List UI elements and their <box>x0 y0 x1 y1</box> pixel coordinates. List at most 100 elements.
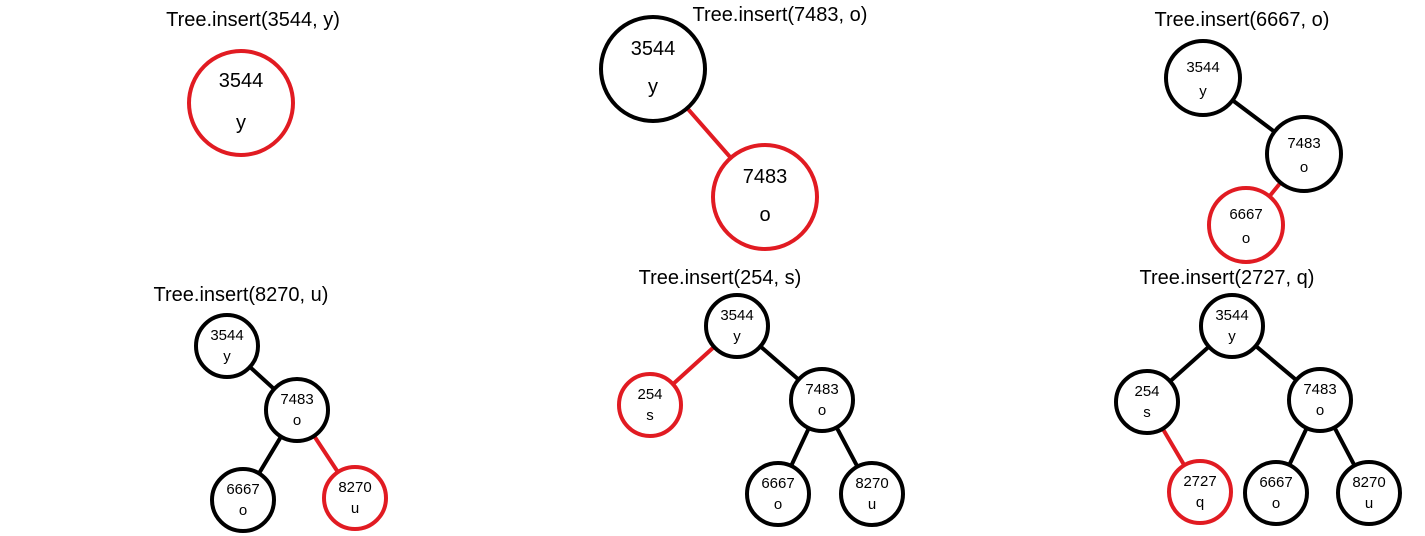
node-value: o <box>818 402 826 419</box>
panel-insert-254: Tree.insert(254, s) 3544 y 254 s 7483 o 6667 o 8… <box>617 267 905 527</box>
node-key: 3544 <box>631 38 676 60</box>
node-value: o <box>293 412 301 429</box>
node-circle-red <box>1207 186 1285 264</box>
panel-title: Tree.insert(254, s) <box>639 267 802 289</box>
edge-7483-8270 <box>834 425 860 469</box>
node-value: o <box>239 502 247 519</box>
node-circle-black <box>1199 293 1265 359</box>
node-circle-black <box>264 377 330 443</box>
edge-3544-7483 <box>1253 343 1299 383</box>
node-value: y <box>223 348 231 365</box>
node-value: y <box>733 328 741 345</box>
node-value: y <box>648 76 658 98</box>
node-key: 7483 <box>805 381 838 398</box>
node-value: s <box>646 407 654 424</box>
node-value: o <box>1300 159 1308 176</box>
node-key: 2727 <box>1183 473 1216 490</box>
node-key: 6667 <box>1259 474 1292 491</box>
node-key: 8270 <box>1352 474 1385 491</box>
tree-node-7483: 7483 o <box>264 377 330 443</box>
node-key: 8270 <box>338 479 371 496</box>
panel-title: Tree.insert(6667, o) <box>1155 9 1330 31</box>
panel-insert-8270: Tree.insert(8270, u) 3544 y 7483 o 6667 o 8270… <box>154 284 388 533</box>
node-value: y <box>1228 328 1236 345</box>
panel-title: Tree.insert(3544, y) <box>166 9 340 31</box>
panel-title: Tree.insert(8270, u) <box>154 284 329 306</box>
node-value: y <box>1199 83 1207 100</box>
node-value: o <box>759 204 770 226</box>
tree-node-8270: 8270 u <box>1336 460 1402 526</box>
tree-node-7483: 7483 o <box>711 143 819 251</box>
node-value: o <box>1272 495 1280 512</box>
node-circle-black <box>704 293 770 359</box>
node-circle-black <box>789 367 855 433</box>
edge-3544-7483 <box>1230 98 1277 134</box>
node-value: u <box>1365 495 1373 512</box>
node-key: 8270 <box>855 475 888 492</box>
panel-insert-2727: Tree.insert(2727, q) 3544 y 254 s 2727 q 7483 o… <box>1114 267 1402 526</box>
tree-node-7483: 7483 o <box>1265 115 1343 193</box>
node-value: u <box>351 500 359 517</box>
tree-node-3544: 3544 y <box>187 49 295 157</box>
tree-node-3544: 3544 y <box>1199 293 1265 359</box>
tree-node-3544: 3544 y <box>599 15 707 123</box>
edge-7483-6667 <box>1287 426 1309 467</box>
node-key: 254 <box>1134 383 1159 400</box>
panel-insert-3544: Tree.insert(3544, y) 3544 y <box>166 9 340 157</box>
tree-node-6667: 6667 o <box>745 461 811 527</box>
node-value: o <box>774 496 782 513</box>
node-key: 6667 <box>1229 206 1262 223</box>
edge-3544-7483 <box>247 364 277 392</box>
node-circle-black <box>210 467 276 533</box>
node-key: 7483 <box>280 391 313 408</box>
edge-7483-6667 <box>1267 180 1283 199</box>
node-value: o <box>1242 230 1250 247</box>
node-circle-black <box>1265 115 1343 193</box>
node-circle-black <box>1164 39 1242 117</box>
node-circle-red <box>1167 459 1233 525</box>
node-circle-black <box>1114 369 1180 435</box>
tree-node-6667: 6667 o <box>210 467 276 533</box>
node-circle-red <box>711 143 819 251</box>
node-value: y <box>236 112 246 134</box>
node-value: u <box>868 496 876 513</box>
edge-3544-254 <box>670 344 717 387</box>
node-key: 7483 <box>1303 381 1336 398</box>
node-circle-black <box>599 15 707 123</box>
panel-title: Tree.insert(7483, o) <box>693 4 868 26</box>
node-value: o <box>1316 402 1324 419</box>
tree-node-2727: 2727 q <box>1167 459 1233 525</box>
tree-node-7483: 7483 o <box>789 367 855 433</box>
node-circle-black <box>839 461 905 527</box>
tree-node-6667: 6667 o <box>1207 186 1285 264</box>
edge-7483-6667 <box>256 434 284 476</box>
node-key: 3544 <box>219 70 264 92</box>
tree-node-8270: 8270 u <box>839 461 905 527</box>
tree-node-3544: 3544 y <box>194 313 260 379</box>
node-key: 6667 <box>226 481 259 498</box>
panel-insert-7483: Tree.insert(7483, o) 3544 y 7483 o <box>599 4 868 251</box>
node-key: 3544 <box>210 327 243 344</box>
node-circle-black <box>1336 460 1402 526</box>
edge-7483-6667 <box>789 426 811 468</box>
tree-node-3544: 3544 y <box>704 293 770 359</box>
tree-node-3544: 3544 y <box>1164 39 1242 117</box>
tree-node-8270: 8270 u <box>322 465 388 531</box>
node-key: 3544 <box>1186 59 1219 76</box>
tree-node-254: 254 s <box>617 372 683 438</box>
edge-7483-8270 <box>1332 425 1357 468</box>
node-circle-red <box>617 372 683 438</box>
node-circle-black <box>745 461 811 527</box>
node-circle-red <box>187 49 295 157</box>
node-key: 6667 <box>761 475 794 492</box>
node-key: 254 <box>637 386 662 403</box>
node-circle-black <box>1243 460 1309 526</box>
tree-node-254: 254 s <box>1114 369 1180 435</box>
edge-3544-7483 <box>758 344 801 382</box>
node-circle-red <box>322 465 388 531</box>
edge-3544-254 <box>1168 344 1211 384</box>
node-key: 7483 <box>743 166 788 188</box>
node-circle-black <box>194 313 260 379</box>
node-value: q <box>1196 494 1204 511</box>
